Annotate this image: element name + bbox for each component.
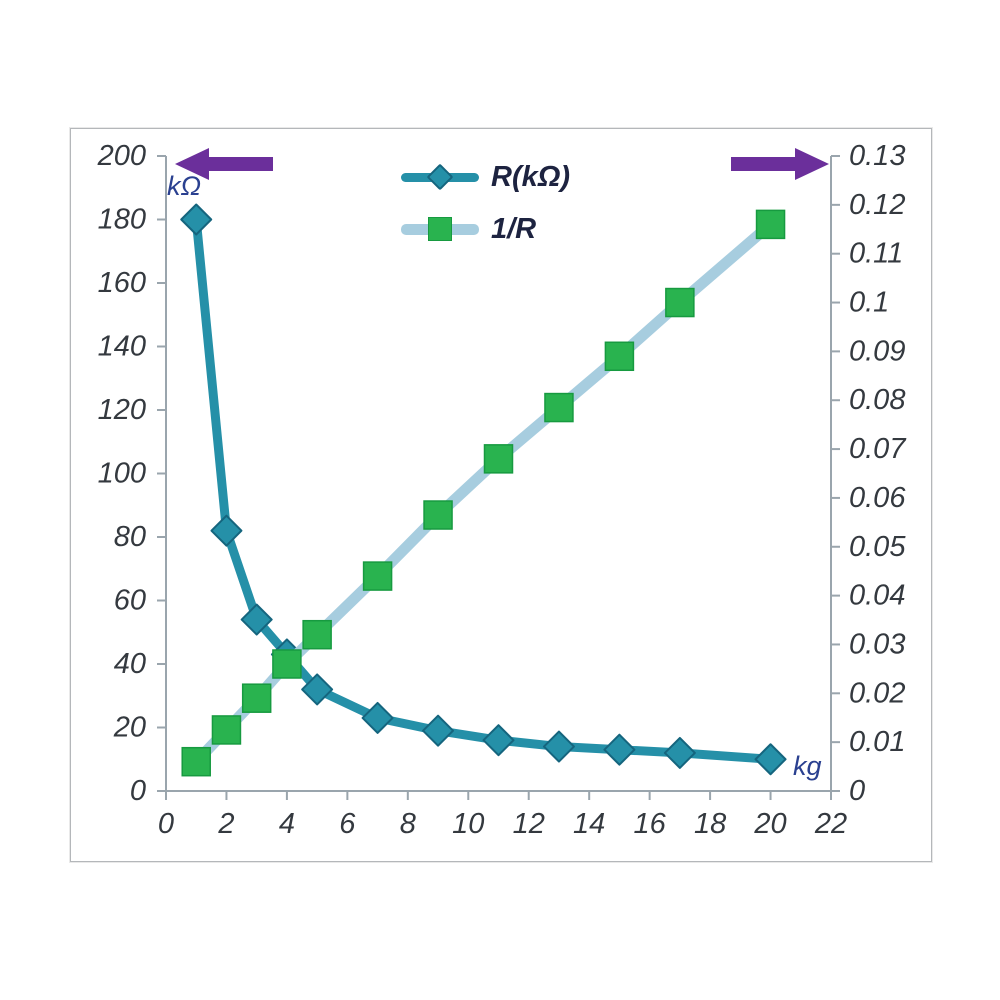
- left-axis-tick-label: 100: [98, 458, 146, 490]
- chart-frame: 0 20 40 60 80 100 120 140 160 180 200 0 0.01 0.02 0.03…: [70, 128, 932, 862]
- r-series-marker: [422, 714, 455, 747]
- inv-r-series-swatch: [401, 217, 479, 241]
- x-axis-tick-label: 20: [753, 808, 786, 840]
- left-axis-tick-label: 60: [114, 585, 146, 617]
- right-axis-tick-label: 0.11: [849, 238, 903, 270]
- square-marker-icon: [428, 217, 452, 241]
- left-axis-tick-label: 0: [130, 775, 146, 807]
- left-axis-tick-label: 120: [98, 394, 146, 426]
- x-axis-tick-label: 8: [400, 808, 416, 840]
- legend-label-r: R(kΩ): [491, 160, 571, 193]
- inv-r-series-marker: [665, 287, 695, 318]
- inv-r-series-marker: [604, 341, 635, 372]
- right-axis-tick-label: 0.09: [849, 335, 905, 367]
- legend: R(kΩ) 1/R: [401, 161, 570, 245]
- right-axis-tick-label: 0.13: [849, 140, 905, 172]
- x-axis-tick-label: 6: [339, 808, 356, 840]
- x-axis-tick-label: 0: [158, 808, 174, 840]
- inv-r-series-marker: [755, 209, 786, 240]
- x-axis-tick-label: 2: [217, 808, 234, 840]
- x-axis-tick-label: 18: [694, 808, 726, 840]
- left-axis-tick-label: 140: [98, 331, 146, 363]
- inv-r-series-marker: [272, 649, 302, 679]
- r-series-marker: [663, 736, 696, 769]
- left-axis-tick-label: 80: [114, 521, 146, 553]
- r-series-marker: [542, 730, 575, 763]
- r-series-marker: [361, 701, 394, 734]
- left-axis-tick-label: 20: [113, 712, 146, 744]
- r-series-marker: [482, 724, 515, 757]
- right-axis-tick-label: 0.03: [849, 628, 905, 660]
- right-axis-tick-label: 0.01: [849, 726, 905, 758]
- inv-r-series-marker: [423, 500, 453, 530]
- left-axis-unit-label: kΩ: [167, 171, 202, 201]
- right-axis-tick-label: 0.12: [849, 189, 905, 221]
- left-axis-tick-label: 40: [114, 648, 146, 680]
- right-axis-tick-label: 0.04: [849, 580, 905, 612]
- x-axis-tick-label: 14: [573, 808, 605, 840]
- left-axis-arrow-icon: [175, 148, 273, 180]
- right-axis-tick-label: 0.08: [849, 384, 905, 416]
- r-series-marker: [754, 743, 787, 776]
- r-series-marker: [240, 603, 273, 636]
- r-series-marker: [603, 733, 636, 766]
- right-axis-tick-label: 0.05: [849, 531, 906, 563]
- x-axis-tick-label: 12: [513, 808, 545, 840]
- inv-r-series-marker: [544, 392, 574, 423]
- left-axis-tick-label: 160: [98, 267, 146, 299]
- r-series-marker: [180, 203, 213, 236]
- x-axis-tick-label: 4: [279, 808, 295, 840]
- inv-r-series-marker: [211, 715, 242, 745]
- x-axis-unit-label: kg: [793, 751, 822, 781]
- inv-r-series-marker: [483, 444, 514, 474]
- legend-label-inv-r: 1/R: [491, 212, 537, 245]
- x-axis-tick-label: 16: [634, 808, 667, 840]
- right-axis-tick-label: 0.07: [849, 433, 907, 465]
- legend-item-inv-r: 1/R: [401, 213, 570, 245]
- inv-r-series-marker: [181, 746, 211, 777]
- chart-canvas: 02040608010012014016018020000.010.020.03…: [97, 140, 908, 840]
- inv-r-series-marker: [302, 619, 332, 650]
- right-axis-tick-label: 0: [849, 775, 865, 807]
- right-axis-tick-label: 0.02: [849, 677, 905, 709]
- r-series-marker: [210, 514, 243, 547]
- left-axis-tick-label: 200: [97, 140, 146, 172]
- right-axis-tick-label: 0.06: [849, 482, 906, 514]
- right-axis-arrow-icon: [731, 148, 829, 180]
- inv-r-series-marker: [241, 683, 272, 713]
- left-axis-tick-label: 180: [98, 204, 146, 236]
- right-axis-tick-label: 0.1: [849, 287, 889, 319]
- r-series-marker: [301, 673, 334, 706]
- inv-r-series-marker: [362, 561, 393, 591]
- legend-item-r: R(kΩ): [401, 161, 570, 193]
- x-axis-tick-label: 10: [452, 808, 484, 840]
- r-series-swatch: [401, 163, 479, 191]
- diamond-marker-icon: [426, 163, 454, 191]
- x-axis-tick-label: 22: [814, 808, 847, 840]
